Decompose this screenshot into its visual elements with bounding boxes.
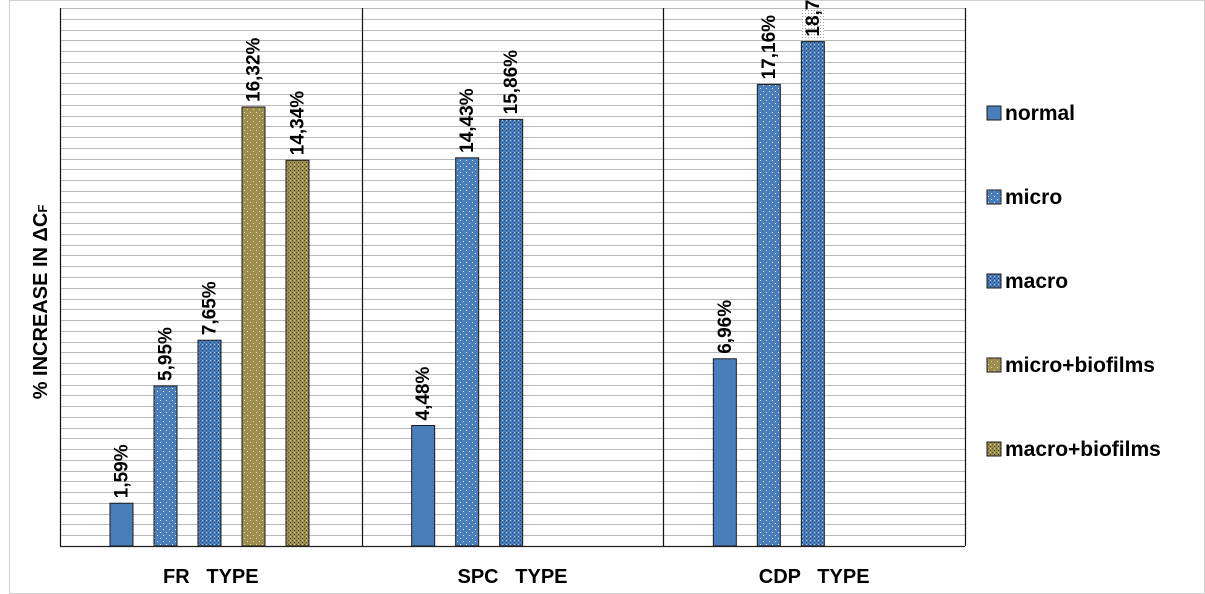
legend-swatch — [986, 357, 1002, 373]
chart-frame — [9, 0, 1205, 594]
category-label: SPC TYPE — [457, 566, 567, 588]
y-axis-label-main: % INCREASE IN ΔC — [30, 213, 52, 400]
bar-normal-2 — [712, 358, 737, 547]
data-label: 6,96% — [715, 300, 736, 354]
data-label: 15,86% — [501, 50, 522, 115]
bar-macro-0 — [197, 339, 222, 547]
data-label: 14,43% — [457, 88, 478, 153]
bar-macro-1 — [499, 118, 524, 547]
legend-label: normal — [1005, 102, 1075, 125]
legend-label: macro — [1005, 270, 1068, 293]
legend: normal micro macro micro+biofilms macro+biof… — [986, 102, 1161, 461]
category-labels: FR TYPE SPC TYPE CDP TYPE — [163, 566, 870, 588]
legend-label: macro+biofilms — [1005, 438, 1161, 461]
bar-micro-1 — [455, 157, 480, 547]
data-label: 14,34% — [288, 91, 309, 156]
bar-micro-biofilms-0 — [241, 106, 266, 547]
category-separators — [59, 8, 967, 546]
bar-macro-2 — [800, 41, 825, 547]
data-label: 18,75% — [803, 0, 824, 37]
data-label: 1,59% — [112, 444, 133, 498]
data-label: 16,32% — [244, 37, 265, 102]
legend-swatch — [986, 441, 1002, 457]
bar-micro-2 — [756, 83, 781, 547]
bars — [109, 41, 825, 547]
data-label: 5,95% — [156, 327, 177, 381]
bar-micro-0 — [153, 385, 178, 547]
data-labels: 1,59% 4,48% 6,96% 5,95% 14,43% 17,16% 7,65% 15,… — [112, 0, 824, 498]
legend-label: micro+biofilms — [1005, 354, 1155, 377]
data-label: 7,65% — [200, 281, 221, 335]
legend-swatch — [986, 189, 1002, 205]
legend-swatch — [986, 273, 1002, 289]
bar-normal-0 — [109, 502, 134, 547]
legend-swatch — [986, 105, 1002, 121]
category-label: CDP TYPE — [759, 566, 870, 588]
data-label: 4,48% — [413, 367, 434, 421]
data-label: 17,16% — [759, 15, 780, 80]
data-label-bg — [801, 9, 824, 39]
y-axis-label-subscript: F — [35, 205, 50, 213]
legend-label: micro — [1005, 186, 1062, 209]
category-label: FR TYPE — [163, 566, 259, 588]
bar-normal-1 — [411, 424, 436, 547]
bar-macro-biofilms-0 — [285, 159, 310, 547]
y-axis-label: % INCREASE IN ΔCF — [30, 205, 52, 400]
